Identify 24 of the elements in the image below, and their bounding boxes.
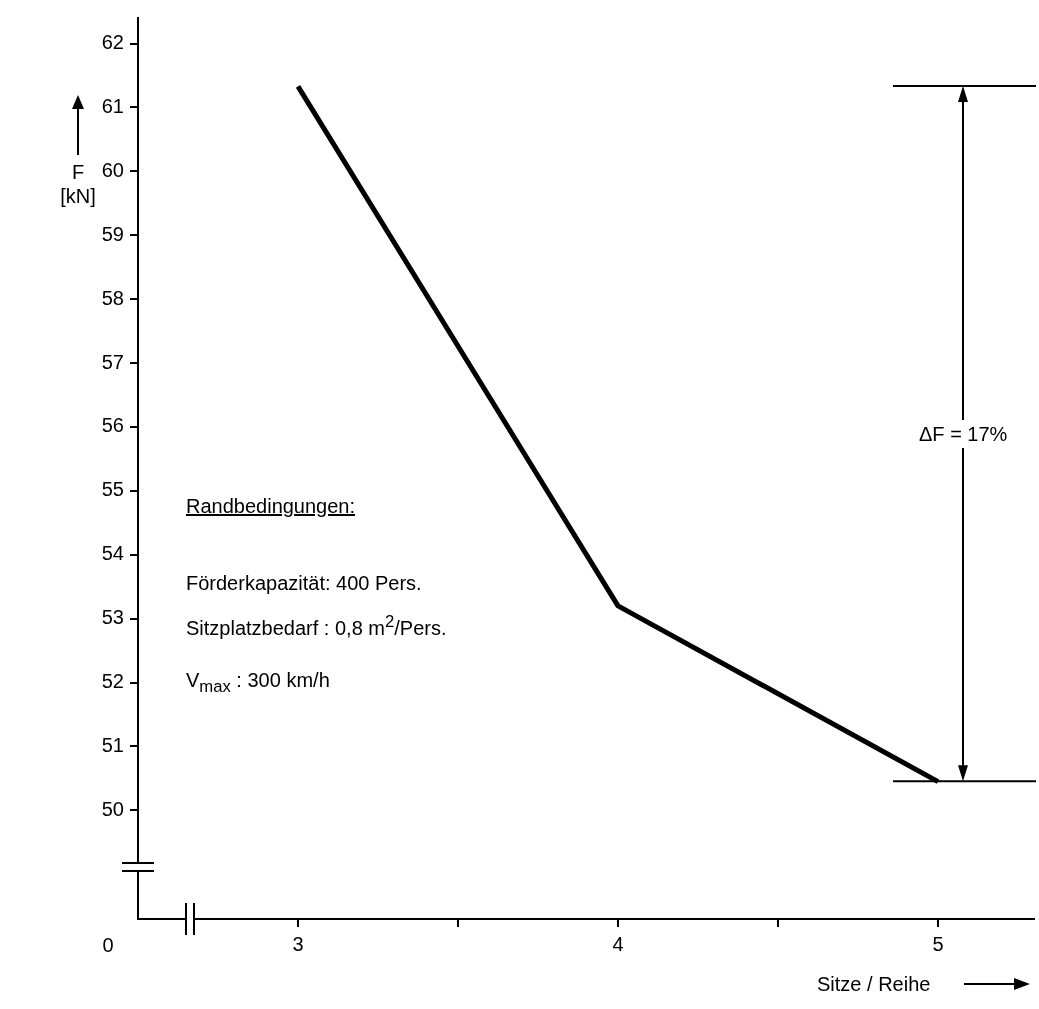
annotation: Förderkapazität: 400 Pers. [186,571,422,595]
y-tick-label: 56 [101,414,124,437]
y-axis-title: F [kN] [59,160,97,208]
x-tick-label: 4 [612,932,624,955]
y-tick-label: 50 [101,797,124,820]
y-tick-label: 57 [101,350,124,373]
y-tick-label: 59 [101,222,124,245]
y-tick-label: 54 [101,542,124,565]
y-tick-label: 53 [101,606,124,629]
y-tick-label: 62 [101,31,124,54]
y-tick-label: 55 [101,478,124,501]
text: 0 [102,933,114,957]
annotation: V$_{max}$ : 300 km/h [186,668,330,697]
y-tick-label: 60 [101,158,124,181]
x-tick-label: 5 [932,932,944,955]
annotation: Sitzplatzbedarf : 0,8 m$^{2}$/Pers. [186,612,447,640]
y-tick-label: 52 [101,670,124,693]
annotation: ΔF = 17% [916,419,1011,448]
x-axis-title: Sitze / Reihe [817,972,931,996]
x-tick-label: 3 [292,932,304,955]
y-tick-label: 51 [101,733,124,756]
annotation: Randbedingungen: [186,494,356,518]
y-tick-label: 61 [101,94,124,117]
y-tick-label: 58 [101,286,124,309]
